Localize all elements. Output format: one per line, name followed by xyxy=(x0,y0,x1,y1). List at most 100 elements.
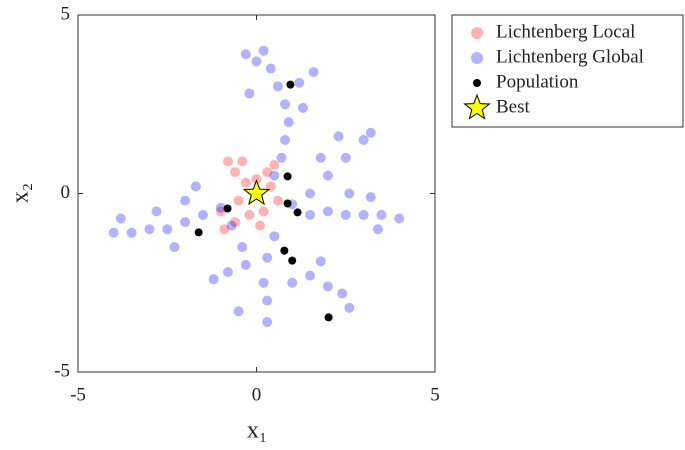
legend-marker xyxy=(471,27,483,39)
point xyxy=(219,224,230,235)
x-tick-label: 0 xyxy=(252,384,262,405)
point xyxy=(258,277,269,288)
point xyxy=(293,208,302,217)
point xyxy=(280,134,291,145)
point xyxy=(297,102,308,113)
point xyxy=(305,188,316,199)
point xyxy=(344,302,355,313)
legend-label: Lichtenberg Global xyxy=(496,46,644,67)
legend-label: Lichtenberg Local xyxy=(496,21,635,42)
point xyxy=(276,152,287,163)
point xyxy=(322,170,333,181)
point xyxy=(280,99,291,110)
point xyxy=(365,127,376,138)
point xyxy=(337,288,348,299)
point xyxy=(365,192,376,203)
point xyxy=(255,220,266,231)
y-axis-label: x₂ xyxy=(8,183,34,203)
x-axis-label: x₁ xyxy=(247,418,267,444)
point xyxy=(208,274,219,285)
point xyxy=(283,199,292,208)
point xyxy=(322,206,333,217)
y-tick-label: 5 xyxy=(61,3,71,24)
point xyxy=(294,77,305,88)
point xyxy=(190,181,201,192)
point xyxy=(305,209,316,220)
point xyxy=(305,270,316,281)
point xyxy=(233,306,244,317)
point xyxy=(287,277,298,288)
point xyxy=(162,224,173,235)
point xyxy=(215,206,226,217)
point xyxy=(144,224,155,235)
legend-frame xyxy=(451,14,684,128)
legend-label: Best xyxy=(496,96,531,117)
point xyxy=(262,295,273,306)
point xyxy=(340,209,351,220)
legend-marker xyxy=(471,52,483,64)
point xyxy=(272,195,283,206)
point xyxy=(222,267,233,278)
point xyxy=(340,152,351,163)
point xyxy=(180,217,191,228)
point xyxy=(240,177,251,188)
point xyxy=(230,217,241,228)
point xyxy=(226,220,237,231)
point xyxy=(322,281,333,292)
y-tick-label: 0 xyxy=(61,182,71,203)
point xyxy=(269,159,280,170)
point xyxy=(265,63,276,74)
point xyxy=(258,206,269,217)
point xyxy=(372,224,383,235)
point xyxy=(315,152,326,163)
point xyxy=(215,202,226,213)
point xyxy=(333,131,344,142)
point xyxy=(358,134,369,145)
point xyxy=(262,167,273,178)
x-tick-label: -5 xyxy=(70,384,86,405)
point xyxy=(180,195,191,206)
point xyxy=(222,156,233,167)
point xyxy=(358,209,369,220)
point xyxy=(244,88,255,99)
point xyxy=(269,231,280,242)
point xyxy=(324,313,333,322)
legend-label: Population xyxy=(496,71,579,92)
point xyxy=(258,45,269,56)
point xyxy=(315,256,326,267)
point xyxy=(265,181,276,192)
point xyxy=(194,228,203,237)
point xyxy=(344,188,355,199)
point xyxy=(240,49,251,60)
y-tick-label: -5 xyxy=(54,360,70,381)
legend-marker xyxy=(473,79,481,87)
point xyxy=(262,317,273,328)
x-tick-label: 5 xyxy=(430,384,440,405)
point xyxy=(394,213,405,224)
point xyxy=(169,242,180,253)
point xyxy=(244,209,255,220)
point xyxy=(308,67,319,78)
point xyxy=(233,195,244,206)
point xyxy=(237,156,248,167)
point xyxy=(280,246,289,255)
point xyxy=(237,242,248,253)
legend-marker xyxy=(463,93,491,120)
point xyxy=(126,227,137,238)
point xyxy=(269,170,280,181)
point xyxy=(288,256,297,265)
point xyxy=(108,227,119,238)
point xyxy=(376,209,387,220)
point xyxy=(115,213,126,224)
point xyxy=(286,80,295,89)
point xyxy=(272,81,283,92)
point xyxy=(283,117,294,128)
point xyxy=(223,204,232,213)
point xyxy=(151,206,162,217)
point xyxy=(283,172,292,181)
point xyxy=(251,56,262,67)
point xyxy=(262,252,273,263)
point xyxy=(197,209,208,220)
